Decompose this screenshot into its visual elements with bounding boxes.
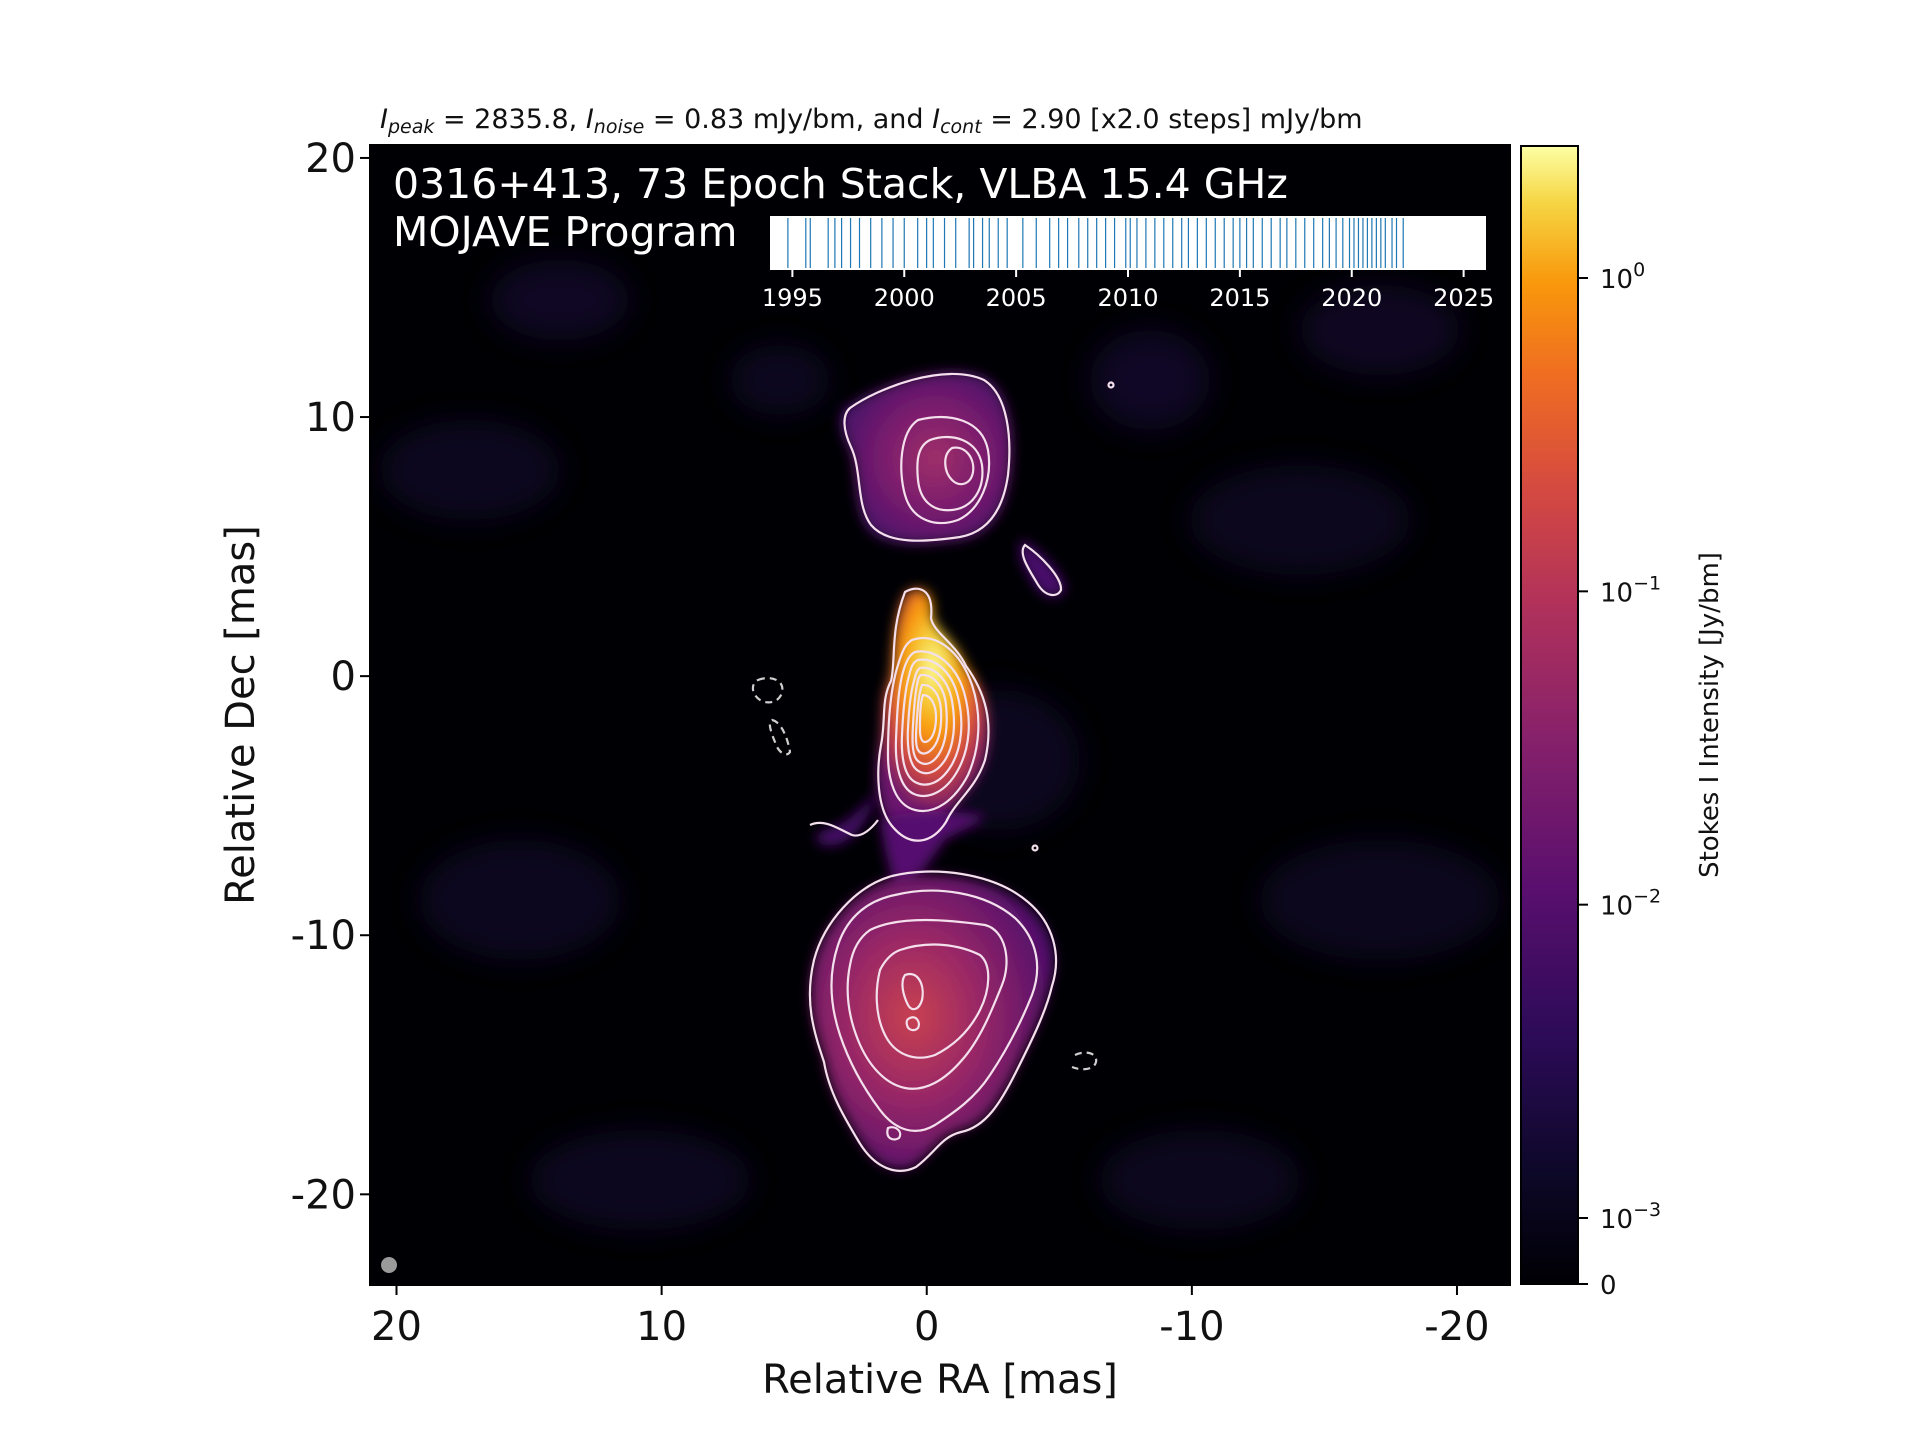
colorbar-label: Stokes I Intensity [Jy/bm] bbox=[1695, 552, 1725, 878]
x-tick-label: 0 bbox=[914, 1304, 939, 1350]
title-cont-value: = 2.90 [x2.0 steps] mJy/bm bbox=[982, 104, 1363, 135]
colorbar-frame bbox=[1520, 145, 1579, 1285]
colorbar-tick-label: 10−1 bbox=[1600, 572, 1661, 608]
x-tick-label: -10 bbox=[1159, 1304, 1224, 1350]
title-peak-value: = 2835.8, bbox=[434, 104, 585, 135]
epoch-axis-label: 2025 bbox=[1433, 284, 1494, 312]
title-noise-value: = 0.83 mJy/bm, and bbox=[644, 104, 932, 135]
title-peak-subscript: peak bbox=[387, 116, 435, 138]
epoch-axis-label: 2020 bbox=[1321, 284, 1382, 312]
x-tick-label: 10 bbox=[636, 1304, 687, 1350]
negative-contours bbox=[751, 676, 1098, 1071]
y-tick-label: -10 bbox=[291, 913, 356, 959]
contour-south-blob bbox=[886, 1126, 902, 1141]
title-noise-subscript: noise bbox=[594, 116, 645, 138]
title-cont-symbol: I bbox=[932, 104, 940, 135]
contour-core-1 bbox=[877, 587, 990, 842]
x-axis-label: Relative RA [mas] bbox=[762, 1357, 1118, 1403]
epoch-axis-label: 2010 bbox=[1097, 284, 1158, 312]
contour-south-1 bbox=[808, 870, 1058, 1172]
x-tick-label: -20 bbox=[1424, 1304, 1489, 1350]
neg-contour-2 bbox=[768, 718, 792, 756]
contours bbox=[808, 372, 1115, 1172]
colorbar-tick-label: 0 bbox=[1600, 1271, 1617, 1301]
jet-bridge bbox=[880, 811, 985, 890]
colorbar-tick-label: 10−3 bbox=[1600, 1199, 1661, 1235]
y-tick-label: -20 bbox=[291, 1172, 356, 1218]
plot-frame bbox=[369, 144, 1511, 1286]
colorbar-tick-base: 10 bbox=[1600, 265, 1633, 295]
epoch-ticks bbox=[787, 218, 1404, 268]
contour-core-8 bbox=[918, 693, 938, 744]
epoch-axis-labels: 1995 2000 2005 2010 2015 2020 2025 bbox=[762, 270, 1494, 312]
title-noise-symbol: I bbox=[586, 104, 594, 135]
colorbar-gradient bbox=[1521, 146, 1578, 1284]
contour-core-7 bbox=[914, 683, 943, 755]
contour-south-3 bbox=[846, 918, 1008, 1090]
colorbar-tick-value: 0 bbox=[1600, 1271, 1617, 1301]
colorbar-tick-base: 10 bbox=[1600, 892, 1633, 922]
epoch-axis-label: 2000 bbox=[874, 284, 935, 312]
contour-north-1 bbox=[843, 372, 1011, 542]
contour-core-2 bbox=[886, 637, 980, 813]
colorbar-tick-exponent: −3 bbox=[1633, 1199, 1661, 1221]
north-lobe bbox=[840, 371, 1012, 544]
core bbox=[876, 589, 989, 835]
epoch-axis-label: 1995 bbox=[762, 284, 823, 312]
contour-core-4 bbox=[900, 658, 963, 786]
title-cont-subscript: cont bbox=[940, 116, 983, 138]
overlay-program-line: MOJAVE Program bbox=[393, 208, 737, 256]
contour-south-2 bbox=[830, 889, 1039, 1132]
y-tick-label: 10 bbox=[305, 395, 356, 441]
colorbar-tick-base: 10 bbox=[1600, 578, 1633, 608]
colorbar-tick-base: 10 bbox=[1600, 1205, 1633, 1235]
contour-core-3 bbox=[894, 650, 970, 797]
contour-core-5 bbox=[906, 666, 956, 775]
beam-ellipse bbox=[381, 1257, 397, 1273]
neg-contour-1 bbox=[751, 676, 784, 704]
y-tick-label: 0 bbox=[331, 654, 356, 700]
colorbar-tick-label: 100 bbox=[1600, 259, 1645, 295]
contour-south-6 bbox=[905, 1016, 920, 1032]
north-tail bbox=[1019, 540, 1065, 597]
contour-speck-2 bbox=[1031, 844, 1039, 852]
south-lobe bbox=[810, 875, 1054, 1169]
neg-contour-3 bbox=[1071, 1051, 1098, 1071]
overlay-source-line: 0316+413, 73 Epoch Stack, VLBA 15.4 GHz bbox=[393, 160, 1288, 208]
epoch-axis-label: 2015 bbox=[1209, 284, 1270, 312]
contour-north-3 bbox=[916, 435, 984, 512]
chart-title: Ipeak = 2835.8, Inoise = 0.83 mJy/bm, an… bbox=[380, 104, 1363, 138]
y-tick-label: 20 bbox=[305, 136, 356, 182]
x-tick-label: 20 bbox=[371, 1304, 422, 1350]
epoch-timeline-box bbox=[770, 216, 1486, 270]
y-axis-label: Relative Dec [mas] bbox=[218, 525, 264, 905]
jet-spur bbox=[816, 790, 880, 846]
epoch-axis-label: 2005 bbox=[986, 284, 1047, 312]
title-peak-symbol: I bbox=[380, 104, 388, 135]
colorbar-tick-exponent: 0 bbox=[1633, 259, 1645, 281]
emission bbox=[810, 371, 1065, 1169]
x-axis: 20 10 0 -10 -20 bbox=[371, 1285, 1490, 1350]
contour-north-2 bbox=[900, 416, 991, 525]
y-axis: 20 10 0 -10 -20 bbox=[291, 136, 370, 1218]
contour-core-6 bbox=[911, 673, 948, 765]
contour-jet-spur bbox=[809, 819, 879, 837]
contour-north-tail bbox=[1021, 543, 1063, 597]
contour-north-4 bbox=[944, 446, 975, 486]
contour-south-5 bbox=[901, 972, 924, 1011]
background-noise bbox=[380, 260, 1500, 1230]
colorbar-tick-label: 10−2 bbox=[1600, 886, 1661, 922]
colorbar-tick-exponent: −2 bbox=[1633, 886, 1661, 908]
contour-speck-1 bbox=[1107, 381, 1115, 389]
contour-south-4 bbox=[875, 943, 990, 1059]
colorbar-tick-exponent: −1 bbox=[1633, 572, 1661, 594]
